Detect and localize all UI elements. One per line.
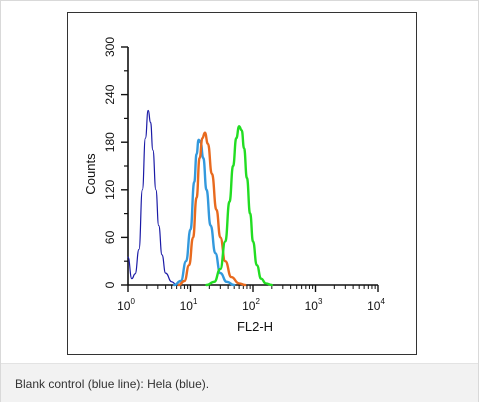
x-axis-title: FL2-H xyxy=(237,319,273,334)
x-tick-label: 102 xyxy=(242,297,260,313)
y-tick-label: 300 xyxy=(103,37,117,57)
y-tick-label: 180 xyxy=(103,132,117,152)
y-tick-label: 0 xyxy=(103,281,117,288)
flow-cytometry-histogram: 0 60 120 180 240 300 100 101 102 103 104 FL2-H Count… xyxy=(83,37,385,334)
caption-bar: Blank control (blue line): Hela (blue). xyxy=(1,363,478,402)
histogram-series-1 xyxy=(127,109,178,286)
y-tick-label: 240 xyxy=(103,84,117,104)
x-tick-label: 103 xyxy=(305,297,323,313)
y-tick-label: 120 xyxy=(103,179,117,199)
plot-frame: 0 60 120 180 240 300 100 101 102 103 104 FL2-H Count… xyxy=(67,12,417,355)
x-tick-label: 101 xyxy=(180,297,198,313)
y-tick-label: 60 xyxy=(103,230,117,244)
x-tick-label: 100 xyxy=(117,297,135,313)
x-tick-label: 104 xyxy=(367,297,385,313)
figure-caption: Blank control (blue line): Hela (blue). xyxy=(15,377,210,391)
histogram-series-4 xyxy=(205,125,273,287)
y-axis-title: Counts xyxy=(83,153,98,195)
histogram-series-2 xyxy=(173,138,236,287)
histogram-series-3 xyxy=(177,131,247,287)
